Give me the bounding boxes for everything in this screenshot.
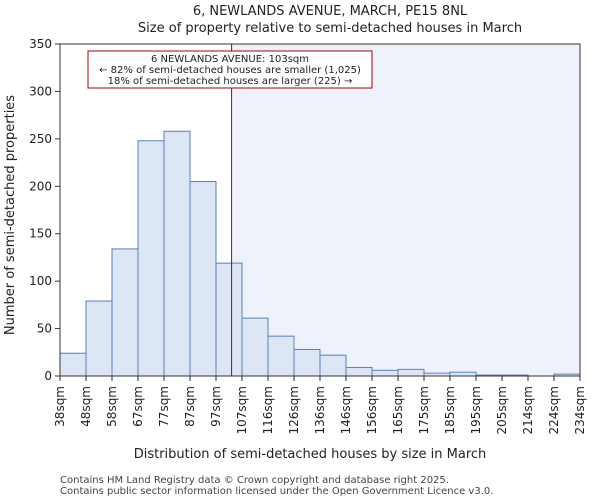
- x-tick-label: 175sqm: [417, 386, 431, 434]
- x-tick-label: 165sqm: [391, 386, 405, 434]
- y-tick-label: 250: [29, 132, 52, 146]
- chart-subtitle: Size of property relative to semi-detach…: [138, 21, 522, 36]
- x-tick-label: 77sqm: [157, 386, 171, 427]
- footer-line-1: Contains HM Land Registry data © Crown c…: [60, 475, 449, 486]
- bar-107sqm: [241, 317, 269, 377]
- bar-136sqm: [319, 354, 347, 377]
- y-tick-label: 0: [44, 369, 52, 383]
- x-tick-label: 224sqm: [547, 386, 561, 434]
- bar-38sqm: [59, 352, 87, 377]
- footer-line-2: Contains public sector information licen…: [60, 486, 493, 497]
- annotation-frame: [87, 50, 373, 89]
- x-tick-label: 234sqm: [573, 386, 587, 434]
- x-tick-label: 58sqm: [105, 386, 119, 427]
- y-tick-label: 100: [29, 274, 52, 288]
- bar-126sqm: [293, 348, 321, 377]
- bars-group: [59, 130, 581, 377]
- x-tick-label: 87sqm: [183, 386, 197, 427]
- bar-116sqm: [267, 335, 295, 377]
- bar-77sqm: [163, 130, 191, 377]
- bar-165sqm: [397, 368, 425, 377]
- y-tick-label: 150: [29, 227, 52, 241]
- x-tick-label: 126sqm: [287, 386, 301, 434]
- bar-97sqm: [215, 262, 243, 377]
- annotation-line-1: 6 NEWLANDS AVENUE: 103sqm: [151, 54, 309, 65]
- x-tick-label: 38sqm: [53, 386, 67, 427]
- plot-frame: [59, 43, 581, 377]
- y-tick-label: 300: [29, 84, 52, 98]
- y-tick-label: 200: [29, 179, 52, 193]
- chart-title: 6, NEWLANDS AVENUE, MARCH, PE15 8NL: [193, 4, 468, 19]
- x-tick-label: 67sqm: [131, 386, 145, 427]
- x-tick-label: 205sqm: [495, 386, 509, 434]
- x-tick-label: 195sqm: [469, 386, 483, 434]
- x-tick-label: 97sqm: [209, 386, 223, 427]
- y-tick-label: 350: [29, 37, 52, 51]
- y-tick-label: 50: [37, 322, 52, 336]
- bar-87sqm: [189, 181, 217, 377]
- bar-67sqm: [137, 140, 165, 377]
- annotation-line-3: 18% of semi-detached houses are larger (…: [108, 76, 353, 87]
- annotation-box: 6 NEWLANDS AVENUE: 103sqm ← 82% of semi-…: [87, 50, 373, 89]
- x-tick-label: 136sqm: [313, 386, 327, 434]
- y-axis-label: Number of semi-detached properties: [3, 95, 18, 335]
- annotation-line-2: ← 82% of semi-detached houses are smalle…: [99, 65, 361, 76]
- x-axis: 38sqm 48sqm 58sqm 67sqm 77sqm 87sqm 97sqm 107sq…: [53, 376, 587, 434]
- bar-48sqm: [85, 300, 113, 377]
- y-axis: 0 50 100 150 200 250 300 350: [29, 37, 60, 383]
- x-tick-label: 214sqm: [521, 386, 535, 434]
- x-tick-label: 185sqm: [443, 386, 457, 434]
- bar-58sqm: [111, 248, 139, 377]
- bar-146sqm: [345, 366, 373, 377]
- x-tick-label: 146sqm: [339, 386, 353, 434]
- bar-185sqm: [449, 371, 477, 377]
- x-tick-label: 48sqm: [79, 386, 93, 427]
- x-tick-label: 156sqm: [365, 386, 379, 434]
- x-tick-label: 116sqm: [261, 386, 275, 434]
- x-tick-label: 107sqm: [235, 386, 249, 434]
- bar-156sqm: [371, 369, 399, 377]
- larger-region-shade: [231, 44, 580, 376]
- x-axis-label: Distribution of semi-detached houses by …: [134, 447, 487, 462]
